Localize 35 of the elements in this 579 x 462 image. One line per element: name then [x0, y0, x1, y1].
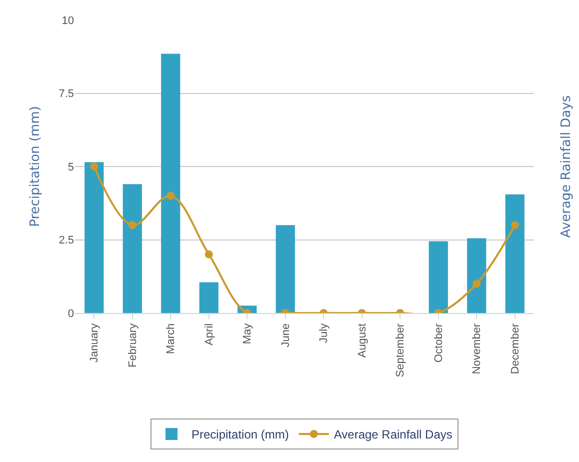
y-tick-label: 0 [68, 308, 74, 320]
x-tick-label: July [318, 322, 330, 343]
x-tick-label: March [165, 323, 178, 354]
bar [276, 225, 295, 313]
point [510, 221, 519, 230]
bar [84, 162, 104, 313]
x-tick-label: October [432, 323, 445, 363]
bar [161, 54, 180, 313]
x-tick-label: December [509, 323, 522, 374]
x-tick-label: August [356, 323, 368, 358]
legend-label: Average Rainfall Days [334, 428, 452, 442]
point [472, 280, 481, 288]
x-tick-label: February [126, 322, 139, 368]
y-tick-label: 10 [62, 14, 74, 27]
bar [428, 241, 448, 313]
bar [199, 282, 218, 313]
point [128, 221, 136, 230]
legend-label: Precipitation (mm) [192, 428, 289, 442]
bar [122, 184, 142, 313]
x-tick-label: April [203, 323, 216, 346]
x-tick-label: September [394, 323, 407, 378]
x-tick-label: January [88, 322, 101, 363]
bar [505, 194, 524, 313]
y-tick-label: 5 [68, 161, 74, 174]
y-tick-label: 7.5 [58, 88, 74, 100]
x-tick-label: May [242, 322, 254, 344]
x-tick-label: June [280, 323, 292, 348]
point [204, 250, 213, 258]
y-axis-title: Precipitation (mm) [28, 106, 43, 227]
y-tick-label: 2.5 [58, 234, 74, 247]
bar [467, 238, 486, 313]
y2-axis-title: Average Rainfall Days [559, 95, 574, 238]
point [90, 162, 98, 170]
point [166, 192, 175, 200]
x-tick-label: November [471, 323, 484, 374]
